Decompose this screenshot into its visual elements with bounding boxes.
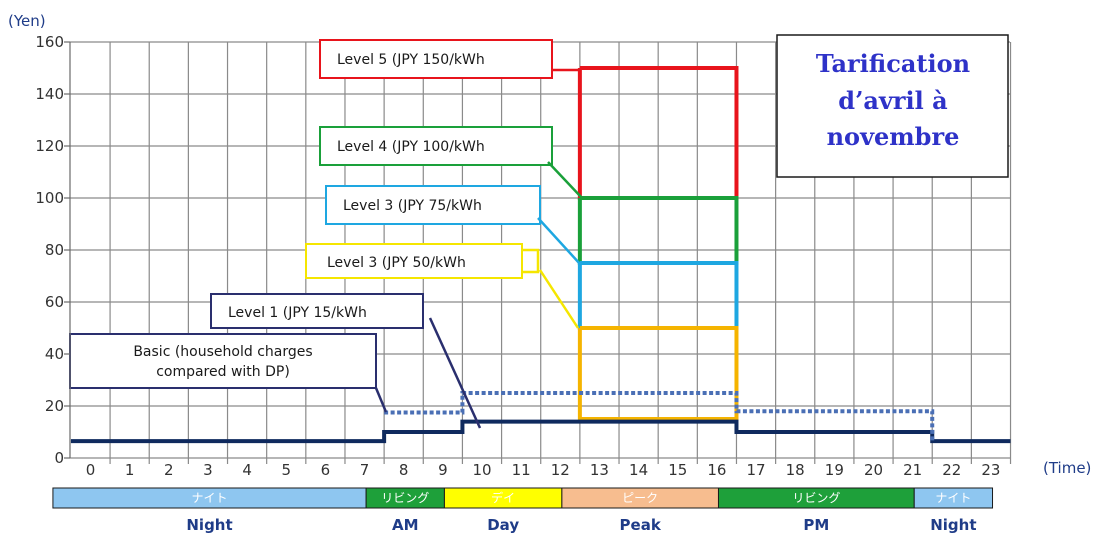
x-axis-unit: (Time)	[1043, 459, 1091, 477]
callout-label: compared with DP)	[156, 364, 290, 380]
time-band-en-label: Night	[930, 516, 976, 534]
x-tick-label: 12	[551, 461, 570, 479]
x-tick-label: 6	[321, 461, 331, 479]
x-tick-label: 10	[472, 461, 491, 479]
time-band-jp-label: リビング	[381, 491, 429, 505]
time-band: リビング AM	[365, 487, 445, 534]
callout-label: Level 3 (JPY 50/kWh	[327, 255, 466, 271]
y-tick-label: 100	[35, 189, 64, 207]
time-bands: ナイト Night リビング AM デイ Day ピーク Peak リビング PM ナイト Night	[52, 487, 994, 534]
x-tick-label: 2	[164, 461, 174, 479]
y-tick-label: 40	[45, 345, 64, 363]
x-tick-label: 15	[668, 461, 687, 479]
x-tick-label: 7	[360, 461, 370, 479]
x-tick-label: 16	[707, 461, 726, 479]
callout-box	[69, 333, 377, 389]
time-band: デイ Day	[443, 487, 563, 534]
time-band-en-label: AM	[392, 516, 419, 534]
callout-box	[305, 243, 523, 279]
x-tick-label: 11	[512, 461, 531, 479]
callout-box	[319, 39, 553, 79]
series-callout: Level 4 (JPY 100/kWh	[319, 126, 583, 199]
chart-title-line-3: novembre	[827, 122, 960, 151]
x-tick-label: 8	[399, 461, 409, 479]
x-tick-label: 0	[86, 461, 96, 479]
time-band: ナイト Night	[913, 487, 994, 534]
x-tick-label: 4	[242, 461, 252, 479]
x-tick-label: 23	[981, 461, 1000, 479]
time-band-jp-label: ナイト	[935, 491, 971, 505]
y-tick-label: 20	[45, 397, 64, 415]
chart-title-box: Tarification d’avril à novembre	[776, 34, 1009, 178]
series-callout: Level 1 (JPY 15/kWh	[210, 293, 482, 429]
x-tick-label: 22	[942, 461, 961, 479]
callout-leader	[374, 387, 388, 413]
callouts: Level 5 (JPY 150/kWh Level 4 (JPY 100/kWh…	[69, 39, 583, 429]
x-tick-label: 13	[590, 461, 609, 479]
time-band-en-label: Peak	[620, 516, 662, 534]
time-band-jp-label: デイ	[491, 490, 515, 505]
y-tick-label: 140	[35, 85, 64, 103]
chart-title-line-2: d’avril à	[838, 86, 947, 115]
series-callout: Level 3 (JPY 50/kWh	[305, 243, 580, 329]
series-line	[384, 391, 935, 442]
y-tick-label: 60	[45, 293, 64, 311]
callout-leader	[537, 217, 581, 265]
time-band: リビング PM	[717, 487, 915, 534]
callout-label: Basic (household charges	[133, 344, 312, 360]
x-tick-label: 17	[747, 461, 766, 479]
time-band-jp-label: ナイト	[192, 491, 228, 505]
series-callout: Level 5 (JPY 150/kWh	[319, 39, 580, 79]
callout-leader	[547, 161, 583, 199]
y-tick-label: 120	[35, 137, 64, 155]
time-band-jp-label: リビング	[792, 491, 840, 505]
y-axis-unit: (Yen)	[8, 12, 46, 30]
callout-box	[325, 185, 541, 225]
chart-title-line-1: Tarification	[816, 49, 970, 78]
callout-leader	[428, 317, 482, 429]
series-lines	[70, 66, 1011, 444]
x-tick-label: 20	[864, 461, 883, 479]
callout-box	[319, 126, 553, 166]
time-band-en-label: PM	[803, 516, 829, 534]
x-tick-label: 5	[281, 461, 291, 479]
series-callout: Level 3 (JPY 75/kWh	[325, 185, 581, 265]
series-line	[577, 326, 739, 421]
callout-label: Level 3 (JPY 75/kWh	[343, 198, 482, 214]
series-callout: Basic (household charges compared with DP…	[69, 333, 388, 413]
time-band-rect	[913, 487, 994, 509]
x-tick-label: 14	[629, 461, 648, 479]
callout-box	[210, 293, 424, 329]
time-band: ピーク Peak	[561, 487, 719, 534]
callout-label: Level 1 (JPY 15/kWh	[228, 305, 367, 321]
x-tick-label: 18	[786, 461, 805, 479]
time-band: ナイト Night	[52, 487, 367, 534]
callout-bracket	[522, 248, 540, 274]
time-band-en-label: Night	[186, 516, 232, 534]
x-tick-label: 21	[903, 461, 922, 479]
y-tick-label: 160	[35, 33, 64, 51]
x-tick-label: 3	[203, 461, 213, 479]
y-tick-label: 0	[54, 449, 64, 467]
x-tick-label: 19	[825, 461, 844, 479]
x-tick-label: 1	[125, 461, 135, 479]
callout-label: Level 4 (JPY 100/kWh	[337, 139, 485, 155]
time-band-en-label: Day	[487, 516, 519, 534]
x-tick-label: 9	[438, 461, 448, 479]
callout-label: Level 5 (JPY 150/kWh	[337, 52, 485, 68]
callout-leader	[538, 269, 580, 329]
y-tick-label: 80	[45, 241, 64, 259]
time-band-jp-label: ピーク	[622, 491, 658, 505]
